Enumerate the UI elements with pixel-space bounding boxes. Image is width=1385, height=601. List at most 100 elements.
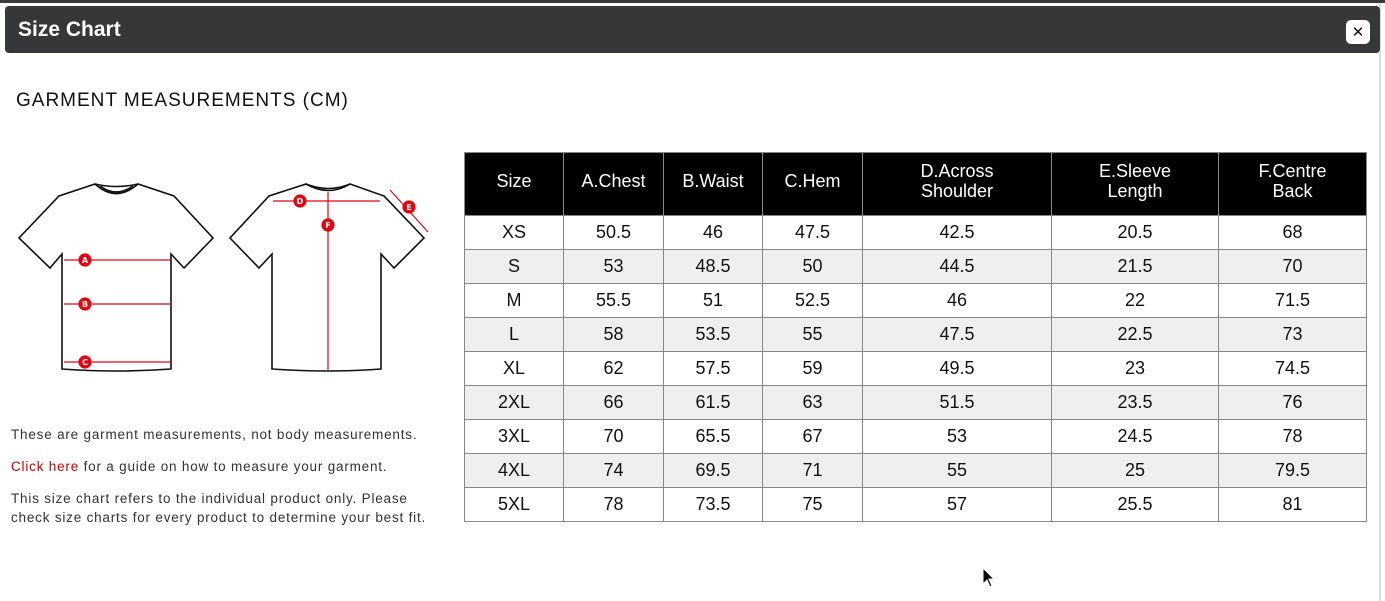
table-cell: 67: [762, 419, 863, 454]
tshirt-measurement-illustration: A B C D F E: [17, 183, 429, 372]
table-cell: 73.5: [663, 487, 763, 522]
table-row: 2XL 66 61.5 63 51.5 23.5 76: [464, 385, 1367, 420]
column-header: B.Waist: [663, 152, 763, 216]
table-cell: 70: [563, 419, 664, 454]
svg-text:B: B: [82, 300, 88, 309]
table-row: 5XL 78 73.5 75 57 25.5 81: [464, 487, 1367, 522]
table-cell: 81: [1218, 487, 1367, 522]
table-row: M 55.5 51 52.5 46 22 71.5: [464, 283, 1367, 318]
table-cell: 76: [1218, 385, 1367, 420]
page-heading: GARMENT MEASUREMENTS (CM): [16, 90, 349, 111]
table-cell: 73: [1218, 317, 1367, 352]
table-cell: 58: [563, 317, 664, 352]
table-cell: 47.5: [862, 317, 1052, 352]
table-cell: L: [464, 317, 564, 352]
table-cell: 50.5: [563, 215, 664, 250]
table-cell: 46: [862, 283, 1052, 318]
table-cell: 49.5: [862, 351, 1052, 386]
notes: These are garment measurements, not body…: [11, 425, 451, 540]
table-cell: 61.5: [663, 385, 763, 420]
table-cell: 21.5: [1051, 249, 1219, 284]
table-cell: 55: [762, 317, 863, 352]
table-cell: 62: [563, 351, 664, 386]
table-cell: 52.5: [762, 283, 863, 318]
table-cell: 51.5: [862, 385, 1052, 420]
table-cell: S: [464, 249, 564, 284]
table-cell: 22: [1051, 283, 1219, 318]
table-cell: 47.5: [762, 215, 863, 250]
table-cell: 71.5: [1218, 283, 1367, 318]
table-cell: 75: [762, 487, 863, 522]
garment-note: These are garment measurements, not body…: [11, 427, 418, 442]
table-cell: 2XL: [464, 385, 564, 420]
table-cell: 48.5: [663, 249, 763, 284]
table-cell: 23: [1051, 351, 1219, 386]
table-cell: 57: [862, 487, 1052, 522]
table-cell: XL: [464, 351, 564, 386]
table-cell: 74: [563, 453, 664, 488]
modal-title: Size Chart: [18, 18, 121, 41]
table-cell: 66: [563, 385, 664, 420]
table-row: XL 62 57.5 59 49.5 23 74.5: [464, 351, 1367, 386]
table-cell: 78: [1218, 419, 1367, 454]
table-cell: 46: [663, 215, 763, 250]
table-cell: 53: [563, 249, 664, 284]
close-button[interactable]: ✕: [1346, 20, 1370, 44]
table-cell: 53: [862, 419, 1052, 454]
measure-guide-link[interactable]: Click here: [11, 459, 80, 474]
column-header: A.Chest: [563, 152, 664, 216]
fit-note: This size chart refers to the individual…: [11, 491, 427, 525]
top-border: [0, 0, 1385, 3]
table-cell: 23.5: [1051, 385, 1219, 420]
table-cell: 78: [563, 487, 664, 522]
table-cell: 65.5: [663, 419, 763, 454]
guide-note: Click here for a guide on how to measure…: [11, 459, 388, 474]
table-cell: 22.5: [1051, 317, 1219, 352]
table-row: XS 50.5 46 47.5 42.5 20.5 68: [464, 215, 1367, 250]
column-header: F.Centre Back: [1218, 152, 1367, 216]
table-cell: 20.5: [1051, 215, 1219, 250]
svg-text:E: E: [406, 203, 411, 212]
table-cell: 55: [862, 453, 1052, 488]
table-cell: 44.5: [862, 249, 1052, 284]
table-row: S 53 48.5 50 44.5 21.5 70: [464, 249, 1367, 284]
mouse-cursor-icon: [982, 567, 996, 588]
table-cell: 53.5: [663, 317, 763, 352]
column-header: E.Sleeve Length: [1051, 152, 1219, 216]
table-row: L 58 53.5 55 47.5 22.5 73: [464, 317, 1367, 352]
table-cell: 24.5: [1051, 419, 1219, 454]
close-icon: ✕: [1351, 23, 1365, 41]
table-cell: 59: [762, 351, 863, 386]
table-cell: 5XL: [464, 487, 564, 522]
table-cell: M: [464, 283, 564, 318]
table-cell: 63: [762, 385, 863, 420]
svg-text:D: D: [297, 197, 304, 206]
table-cell: 42.5: [862, 215, 1052, 250]
table-cell: 68: [1218, 215, 1367, 250]
table-cell: 25.5: [1051, 487, 1219, 522]
column-header: Size: [464, 152, 564, 216]
svg-text:A: A: [82, 256, 89, 265]
table-header-row: Size A.Chest B.Waist C.Hem D.Across Shoulder E…: [464, 152, 1367, 216]
table-row: 3XL 70 65.5 67 53 24.5 78: [464, 419, 1367, 454]
table-cell: 51: [663, 283, 763, 318]
table-cell: 50: [762, 249, 863, 284]
modal-header: Size Chart ✕: [5, 6, 1380, 53]
table-cell: XS: [464, 215, 564, 250]
table-cell: 71: [762, 453, 863, 488]
table-cell: 57.5: [663, 351, 763, 386]
table-cell: 69.5: [663, 453, 763, 488]
size-chart-modal: Size Chart ✕ GARMENT MEASUREMENTS (CM) A…: [0, 3, 1381, 601]
table-cell: 55.5: [563, 283, 664, 318]
size-table: Size A.Chest B.Waist C.Hem D.Across Shoulder E…: [464, 152, 1367, 522]
table-cell: 74.5: [1218, 351, 1367, 386]
table-cell: 70: [1218, 249, 1367, 284]
svg-text:C: C: [82, 358, 88, 367]
table-cell: 3XL: [464, 419, 564, 454]
table-cell: 79.5: [1218, 453, 1367, 488]
column-header: C.Hem: [762, 152, 863, 216]
table-cell: 4XL: [464, 453, 564, 488]
svg-text:F: F: [325, 221, 330, 230]
table-row: 4XL 74 69.5 71 55 25 79.5: [464, 453, 1367, 488]
table-cell: 25: [1051, 453, 1219, 488]
